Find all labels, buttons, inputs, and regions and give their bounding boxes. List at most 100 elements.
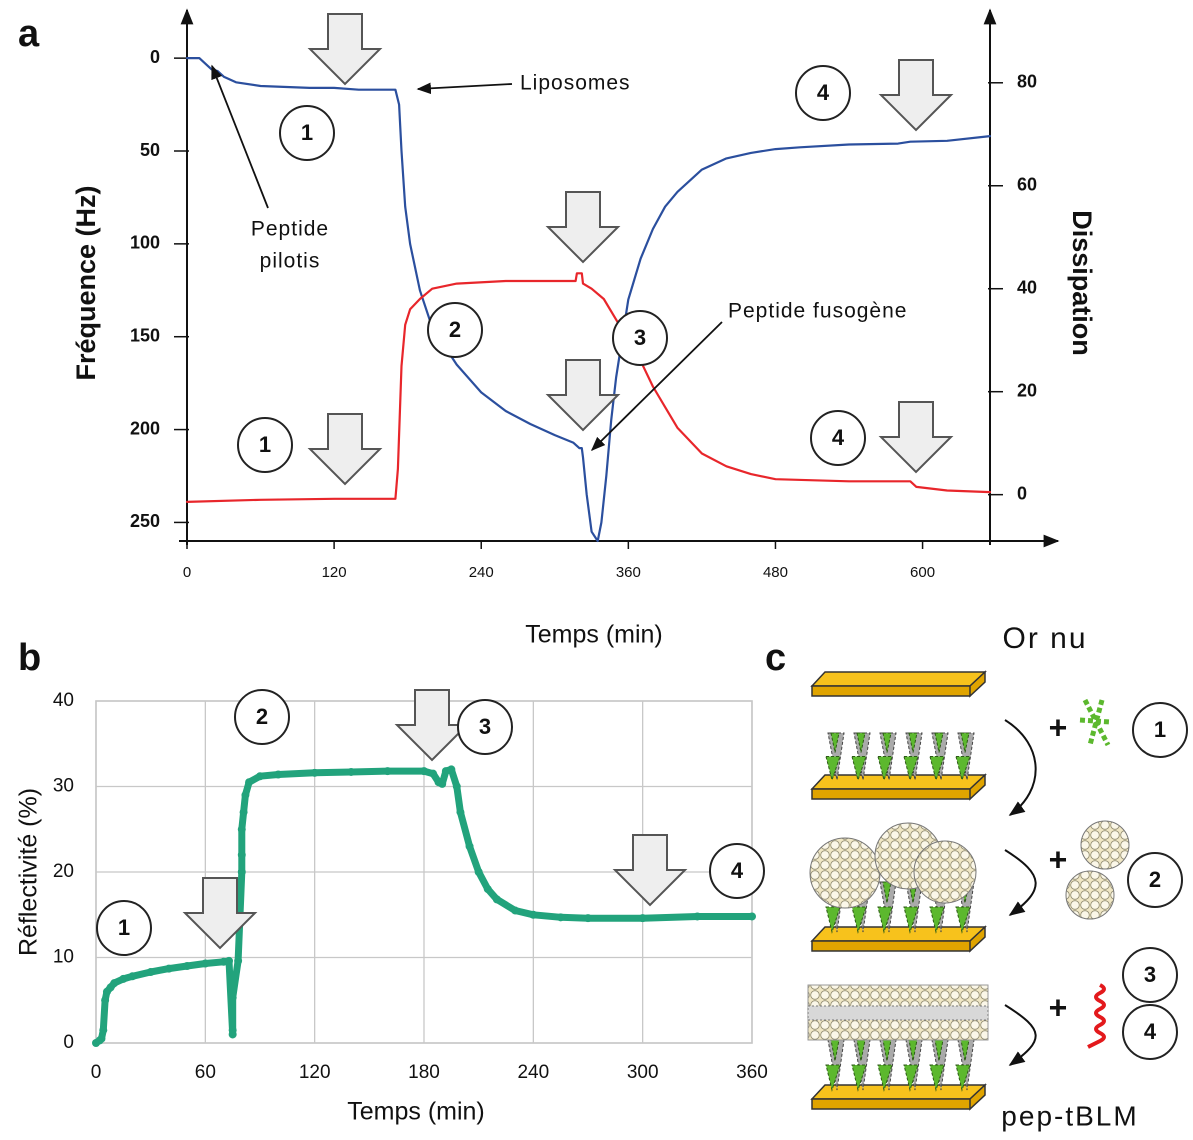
step-circle bbox=[457, 699, 513, 755]
x-axis-title: Temps (min) bbox=[347, 1098, 485, 1126]
data-point bbox=[465, 842, 474, 851]
peptide-green bbox=[851, 1039, 867, 1092]
gold-plate-top bbox=[810, 671, 987, 687]
data-line bbox=[185, 57, 992, 543]
step-label: 4 bbox=[817, 80, 830, 105]
data-point bbox=[693, 912, 702, 921]
step-label: 2 bbox=[449, 317, 461, 342]
data-point bbox=[492, 895, 501, 904]
peptide-green bbox=[903, 1039, 919, 1092]
y-tick-label: 0 bbox=[150, 47, 160, 67]
annotation: Peptide bbox=[251, 218, 329, 241]
data-point bbox=[237, 868, 246, 876]
step-arrow bbox=[307, 413, 383, 486]
step-arrow bbox=[878, 401, 954, 474]
x-tick-label: 120 bbox=[299, 1062, 331, 1083]
step-circle bbox=[234, 689, 290, 745]
data-point bbox=[511, 906, 520, 915]
y-tick-label: 100 bbox=[130, 233, 160, 253]
data-point bbox=[99, 1026, 108, 1035]
panel-label: a bbox=[18, 13, 40, 55]
gold-plate-side bbox=[811, 670, 986, 698]
step-sign: + bbox=[1049, 989, 1068, 1025]
x-tick-label: 60 bbox=[195, 1062, 216, 1083]
fusogenic-peptide-icon bbox=[1087, 983, 1106, 1049]
x-tick-label: 240 bbox=[469, 564, 494, 581]
liposome-icon bbox=[1080, 820, 1130, 870]
data-point bbox=[225, 956, 234, 965]
gold-plate-top bbox=[810, 926, 987, 942]
data-point bbox=[256, 772, 264, 781]
data-point bbox=[237, 825, 246, 834]
x-tick-label: 480 bbox=[763, 564, 788, 581]
step-circle bbox=[279, 105, 335, 161]
data-point bbox=[638, 914, 647, 923]
y2-tick-label: 80 bbox=[1017, 72, 1037, 92]
step-arrow bbox=[612, 834, 688, 907]
data-point bbox=[234, 956, 243, 965]
y2-tick-label: 40 bbox=[1017, 277, 1037, 297]
data-point bbox=[447, 765, 456, 774]
data-point bbox=[420, 767, 428, 776]
lipid-tails bbox=[807, 1005, 989, 1021]
annotation-pointer bbox=[211, 64, 269, 209]
liposome bbox=[913, 840, 977, 904]
data-point bbox=[556, 913, 565, 922]
data-point bbox=[183, 962, 192, 971]
y-tick-label: 40 bbox=[53, 690, 74, 711]
x-tick-label: 240 bbox=[517, 1062, 549, 1083]
y-tick-label: 150 bbox=[130, 325, 160, 345]
data-point bbox=[245, 778, 254, 787]
data-point bbox=[101, 996, 110, 1005]
y-tick-label: 0 bbox=[63, 1032, 74, 1053]
annotation: Liposomes bbox=[520, 72, 631, 95]
peptide-green bbox=[903, 881, 919, 934]
step-circle bbox=[709, 843, 765, 899]
x-tick-label: 600 bbox=[910, 564, 935, 581]
step-label: 4 bbox=[832, 425, 845, 450]
peptide-green bbox=[825, 1039, 841, 1092]
step-circle bbox=[1132, 702, 1188, 758]
process-arrow bbox=[1004, 849, 1037, 916]
step-arrow bbox=[878, 59, 954, 132]
panel-label: c bbox=[765, 637, 786, 679]
data-point bbox=[310, 768, 319, 777]
data-point bbox=[237, 850, 246, 859]
panel-label: b bbox=[18, 637, 41, 679]
x-tick-label: 360 bbox=[736, 1062, 768, 1083]
peptide-green bbox=[877, 732, 893, 782]
step-label: 1 bbox=[259, 432, 271, 457]
step-label: 4 bbox=[731, 858, 744, 883]
process-arrow bbox=[1004, 719, 1037, 816]
gold-plate-side bbox=[811, 1083, 986, 1111]
step-circle bbox=[810, 410, 866, 466]
gold-plate-side bbox=[811, 925, 986, 953]
peptide-icon bbox=[1079, 698, 1111, 747]
data-point bbox=[97, 1034, 106, 1043]
step-arrow bbox=[545, 191, 621, 264]
annotation-pointer bbox=[416, 82, 513, 95]
peptide-green bbox=[929, 1039, 945, 1092]
y-tick-label: 50 bbox=[140, 140, 160, 160]
step-circle bbox=[1127, 852, 1183, 908]
data-point bbox=[347, 767, 356, 776]
x-tick-label: 180 bbox=[408, 1062, 440, 1083]
x-tick-label: 0 bbox=[183, 564, 191, 581]
step-circle bbox=[612, 310, 668, 366]
peptide-green bbox=[955, 1039, 971, 1092]
gold-plate-side bbox=[811, 773, 986, 801]
y2-tick-label: 20 bbox=[1017, 380, 1037, 400]
peptide-green bbox=[877, 1039, 893, 1092]
step-label: 1 bbox=[118, 915, 130, 940]
step-circle bbox=[237, 417, 293, 473]
step-circle bbox=[1122, 1004, 1178, 1060]
data-point bbox=[456, 808, 465, 817]
data-point bbox=[748, 912, 756, 921]
step-label: 2 bbox=[1149, 867, 1161, 892]
gold-plate-top bbox=[810, 1084, 987, 1100]
y-axis-title: Fréquence (Hz) bbox=[71, 185, 101, 380]
y2-tick-label: 60 bbox=[1017, 175, 1037, 195]
y-tick-label: 200 bbox=[130, 418, 160, 438]
gold-plate-top bbox=[810, 774, 987, 790]
